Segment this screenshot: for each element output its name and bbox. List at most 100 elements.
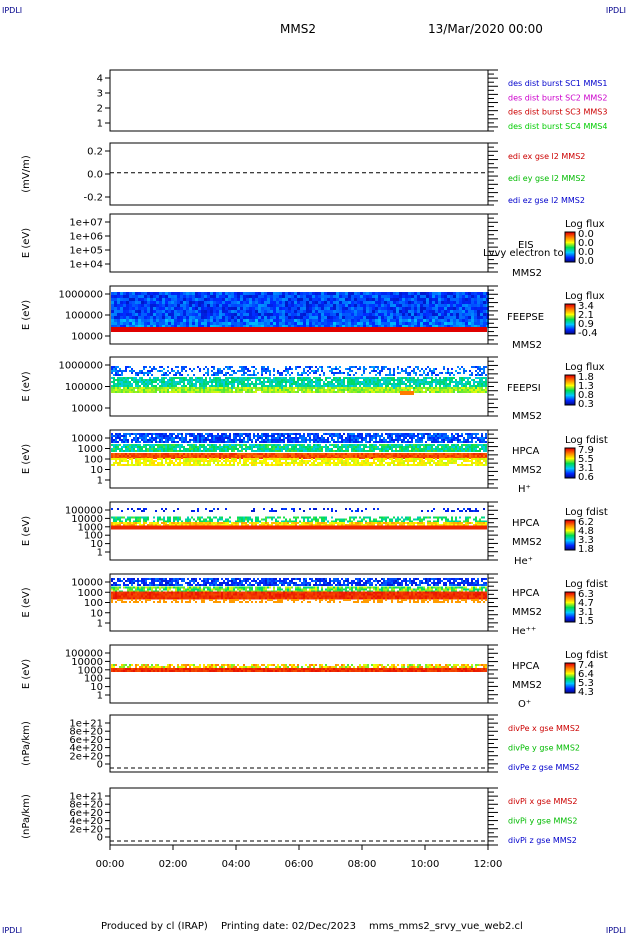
panel-5-spectro-cell: [131, 444, 133, 446]
panel-3-spectro-cell: [135, 322, 138, 325]
panel-4-spectro-cell: [123, 385, 125, 387]
panel-4-spectro-cell: [439, 387, 441, 389]
panel-4-spectro-cell: [283, 387, 285, 389]
panel-4-spectro-cell: [303, 370, 305, 372]
panel-3-spectro-cell: [402, 298, 405, 301]
panel-4-spectro-cell: [169, 383, 171, 385]
panel-5-spectro-cell: [455, 437, 457, 439]
panel-5-spectro-cell: [165, 435, 167, 437]
panel-3-spectro-cell: [174, 292, 177, 295]
panel-4-spectro-cell: [363, 366, 365, 368]
panel-5-spectro-cell: [339, 435, 341, 437]
panel-5-spectro-cell: [167, 450, 169, 452]
panel-4-spectro-cell: [287, 381, 289, 383]
panel-5-spectro-cell: [223, 437, 225, 439]
panel-4-spectro-cell: [133, 387, 135, 389]
panel-3-spectro-cell: [462, 319, 465, 322]
panel-4-spectro-cell: [187, 379, 189, 381]
panel-4-spectro-cell: [283, 391, 285, 393]
panel-4-spectro-cell: [265, 370, 267, 372]
panel-3-spectro-cell: [408, 307, 411, 310]
panel-4-spectro-cell: [265, 368, 267, 370]
panel-4-spectro-cell: [375, 370, 377, 372]
panel-5-spectro-cell: [159, 441, 161, 443]
panel-4-spectro-cell: [137, 385, 139, 387]
panel-4-spectro-cell: [119, 379, 121, 381]
panel-4-spectro-cell: [131, 372, 133, 374]
panel-4-spectro-cell: [481, 387, 483, 389]
panel-3-spectro-cell: [468, 298, 471, 301]
panel-4-spectro-cell: [259, 389, 261, 391]
panel-5-spectro-cell: [469, 437, 471, 439]
panel-3-spectro-cell: [318, 313, 321, 316]
panel-3-spectro-cell: [414, 322, 417, 325]
panel-4-spectro-cell: [319, 381, 321, 383]
panel-4-spectro-cell: [223, 389, 225, 391]
panel-4-spectro-cell: [225, 377, 227, 379]
panel-3-spectro-cell: [405, 292, 408, 295]
panel-4-spectro-cell: [195, 385, 197, 387]
panel-3-spectro-cell: [315, 301, 318, 304]
panel-4-spectro-cell: [429, 381, 431, 383]
panel-4-spectro-cell: [201, 389, 203, 391]
panel-4-spectro-cell: [407, 377, 409, 379]
panel-3-spectro-cell: [378, 304, 381, 307]
panel-5-spectro-cell: [149, 450, 151, 452]
panel-4-spectro-cell: [443, 377, 445, 379]
panel-4-spectro-cell: [433, 387, 435, 389]
panel-4-spectro-cell: [281, 387, 283, 389]
panel-4-spectro-cell: [167, 366, 169, 368]
panel-3-spectro-cell: [117, 319, 120, 322]
panel-4-spectro-cell: [243, 377, 245, 379]
panel-4-spectro-cell: [441, 372, 443, 374]
panel-5-spectro-cell: [141, 439, 143, 441]
panel-4-spectro-cell: [237, 385, 239, 387]
panel-4-spectro-cell: [147, 389, 149, 391]
panel-4-spectro-cell: [391, 391, 393, 393]
panel-3-spectro-cell: [171, 307, 174, 310]
panel-3-spectro-cell: [126, 313, 129, 316]
panel-5-spectro-cell: [287, 437, 289, 439]
panel-4-spectro-cell: [309, 385, 311, 387]
panel-4-spectro-cell: [169, 385, 171, 387]
panel-4-spectro-cell: [411, 377, 413, 379]
panel-3-spectro-cell: [393, 313, 396, 316]
panel-3-spectro-cell: [141, 313, 144, 316]
panel-5-spectro-cell: [343, 444, 345, 446]
panel-5-spectro-cell: [275, 450, 277, 452]
panel-3-spectro-cell: [114, 304, 117, 307]
panel-5-spectro-cell: [247, 439, 249, 441]
panel-3-spectro-cell: [228, 298, 231, 301]
panel-5-spectro-cell: [253, 433, 255, 435]
panel-3-spectro-cell: [261, 316, 264, 319]
panel-4-spectro-cell: [349, 387, 351, 389]
panel-5-spectro-cell: [273, 444, 275, 446]
panel-3-spectro-cell: [354, 292, 357, 295]
panel-4-spectro-cell: [349, 366, 351, 368]
panel-5-spectro-cell: [143, 441, 145, 443]
panel-3-spectro-cell: [123, 313, 126, 316]
panel-4-spectro-cell: [181, 377, 183, 379]
panel-4-spectro-cell: [243, 370, 245, 372]
panel-4-spectro-cell: [125, 366, 127, 368]
panel-5-spectro-cell: [119, 448, 121, 450]
panel-3-spectro-cell: [315, 298, 318, 301]
panel-3-spectro-cell: [387, 319, 390, 322]
panel-5-spectro-cell: [253, 444, 255, 446]
panel-3-spectro-cell: [228, 322, 231, 325]
panel-4-spectro-cell: [147, 381, 149, 383]
panel-3-spectro-cell: [354, 316, 357, 319]
panel-4-spectro-cell: [191, 381, 193, 383]
panel-3-spectro-cell: [471, 295, 474, 298]
panel-5-spectro-cell: [275, 441, 277, 443]
panel-3-spectro-cell: [321, 316, 324, 319]
panel-4-spectro-cell: [237, 377, 239, 379]
panel-4-spectro-cell: [215, 389, 217, 391]
panel-4-spectro-cell: [383, 381, 385, 383]
panel-5-spectro-cell: [287, 448, 289, 450]
panel-4-spectro-cell: [459, 387, 461, 389]
panel-5-spectro-cell: [371, 450, 373, 452]
panel-5-spectro-cell: [199, 437, 201, 439]
panel-3-spectro-cell: [312, 310, 315, 313]
panel-5-spectro-cell: [305, 448, 307, 450]
